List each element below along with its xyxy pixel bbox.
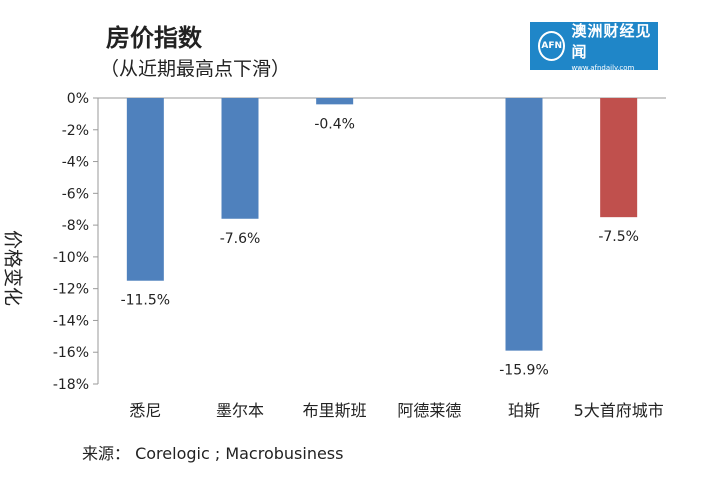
- logo-name: 澳洲财经见闻: [571, 22, 652, 61]
- data-label: -15.9%: [499, 363, 549, 379]
- bar: [316, 98, 354, 105]
- category-label: 珀斯: [508, 401, 540, 420]
- category-label: 悉尼: [129, 401, 161, 420]
- logo-url: www.afndaily.com: [571, 64, 635, 72]
- y-tick-label: -14%: [53, 313, 89, 329]
- data-label: -11.5%: [121, 293, 171, 309]
- y-tick-label: -12%: [53, 282, 89, 298]
- chart-title: 房价指数: [106, 24, 202, 52]
- data-label: -7.6%: [220, 231, 261, 247]
- afn-logo-icon: AFN: [538, 31, 566, 61]
- category-label: 布里斯班: [303, 401, 367, 420]
- y-tick-label: -2%: [62, 123, 89, 139]
- bar: [505, 98, 543, 351]
- y-tick-label: -10%: [53, 250, 89, 266]
- source-note: 来源： Corelogic ; Macrobusiness: [82, 444, 344, 463]
- chart-subtitle: （从近期最高点下滑）: [100, 58, 291, 80]
- y-tick-label: -8%: [62, 218, 89, 234]
- y-tick-label: -18%: [53, 377, 89, 393]
- bar: [600, 98, 638, 218]
- brand-logo: AFN 澳洲财经见闻 www.afndaily.com: [530, 22, 658, 72]
- category-label: 墨尔本: [216, 401, 264, 420]
- category-label: 5大首府城市: [574, 401, 664, 420]
- bar: [221, 98, 259, 219]
- data-label: -0.4%: [314, 116, 355, 132]
- y-tick-label: -16%: [53, 345, 89, 361]
- y-tick-label: -4%: [62, 155, 89, 171]
- bar: [126, 98, 164, 281]
- category-label: 阿德莱德: [397, 401, 461, 420]
- data-label: -7.5%: [598, 229, 639, 245]
- y-tick-label: 0%: [67, 91, 89, 107]
- y-tick-label: -6%: [62, 186, 89, 202]
